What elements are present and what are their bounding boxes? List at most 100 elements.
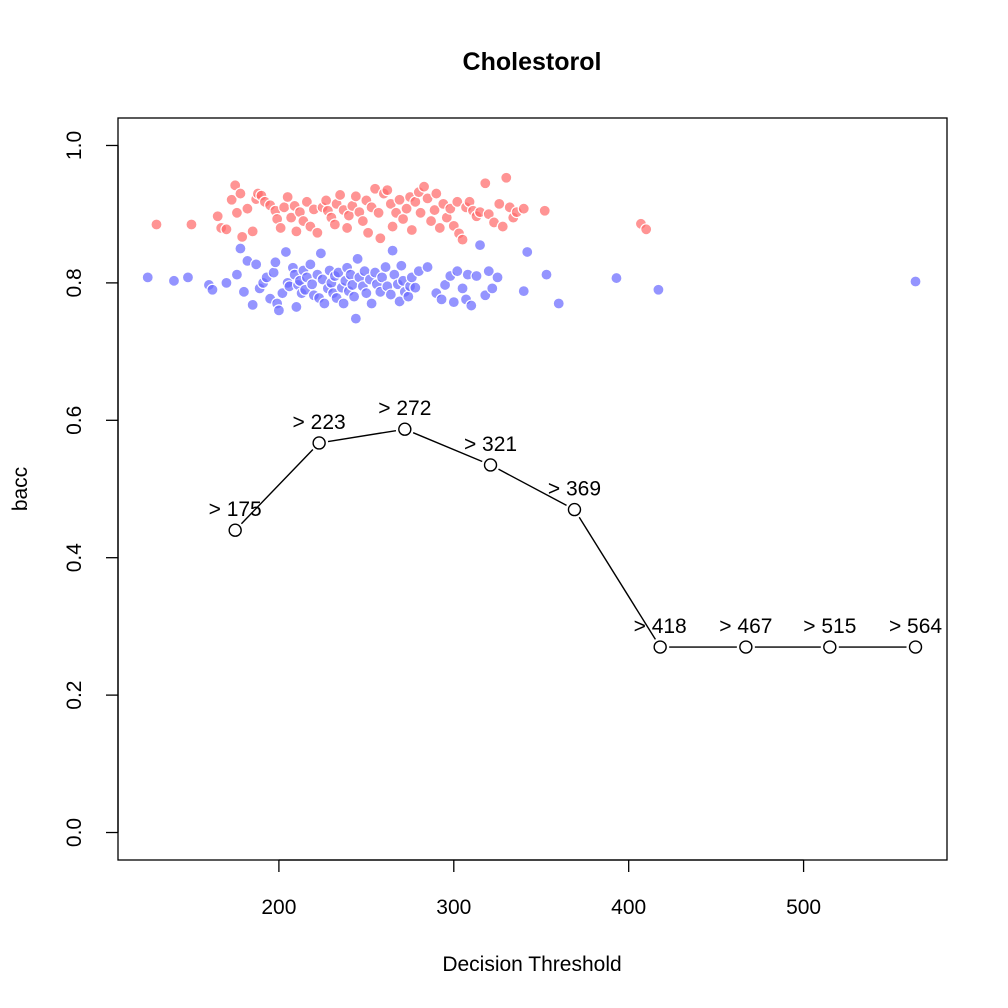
red-point: [361, 226, 375, 239]
threshold-line-series: [228, 422, 923, 654]
threshold-line-segment: [240, 448, 314, 525]
red-point: [433, 221, 446, 235]
red-point: [185, 218, 198, 231]
blue-point: [447, 296, 460, 309]
blue-point: [351, 252, 364, 265]
y-axis: 0.0 0.2 0.4 0.6 0.8 1.0: [63, 131, 119, 847]
blue-point: [540, 268, 553, 281]
threshold-line-segment: [578, 516, 657, 640]
y-tick-label: 0.0: [63, 818, 86, 847]
blue-point: [482, 265, 495, 278]
threshold-point: [228, 523, 242, 537]
blue-point: [141, 271, 154, 284]
red-point: [374, 232, 387, 245]
x-axis-label: Decision Threshold: [442, 953, 621, 976]
blue-point: [451, 265, 464, 278]
red-point: [428, 203, 441, 217]
red-point: [405, 223, 418, 237]
red-point: [225, 193, 238, 206]
red-point: [500, 171, 513, 184]
blue-point: [395, 259, 408, 272]
blue-point: [435, 293, 448, 306]
threshold-point-label: > 467: [719, 615, 772, 638]
blue-point: [384, 288, 397, 301]
x-tick-label: 400: [611, 896, 646, 919]
blue-point: [456, 282, 469, 295]
red-point: [386, 220, 399, 233]
blue-point: [181, 271, 195, 284]
red-point: [241, 202, 254, 215]
red-point: [246, 225, 259, 238]
x-axis: 200 300 400 500: [261, 859, 821, 919]
blue-point: [279, 245, 292, 259]
blue-point: [552, 297, 565, 310]
blue-point: [470, 269, 483, 283]
red-point: [328, 218, 341, 231]
threshold-point: [739, 640, 753, 654]
threshold-point: [398, 422, 412, 436]
blue-point: [521, 245, 534, 259]
red-point: [236, 230, 249, 243]
blue-point: [267, 266, 280, 279]
blue-point: [465, 299, 478, 312]
chart-title: Cholestorol: [463, 48, 602, 76]
threshold-line-segment: [327, 429, 397, 443]
red-point: [311, 226, 324, 239]
blue-point: [206, 283, 219, 296]
y-axis-label: bacc: [9, 467, 32, 511]
threshold-point-label: > 418: [634, 615, 687, 638]
red-point: [396, 212, 410, 226]
threshold-point: [823, 640, 837, 654]
threshold-point-label: > 564: [889, 615, 942, 638]
y-tick-label: 0.6: [63, 406, 86, 435]
red-point: [479, 177, 492, 190]
blue-point: [365, 297, 378, 310]
red-point: [538, 204, 551, 217]
red-point: [414, 206, 427, 219]
blue-point: [610, 271, 623, 285]
threshold-labels: > 175 > 223 > 272 > 321 > 369 > 418 > 467 > 515…: [209, 397, 943, 638]
blue-point: [386, 244, 399, 257]
blue-point: [237, 285, 251, 298]
red-point: [290, 225, 303, 238]
blue-point: [246, 298, 259, 311]
y-tick-label: 0.4: [63, 543, 86, 573]
red-point: [274, 221, 287, 235]
red-point: [341, 221, 354, 235]
red-points-series: [150, 171, 653, 246]
threshold-point: [483, 458, 498, 472]
y-tick-label: 0.8: [63, 268, 86, 297]
threshold-point-label: > 175: [209, 498, 262, 521]
blue-point: [409, 281, 422, 294]
red-point: [334, 188, 347, 202]
red-point: [517, 202, 530, 215]
red-point: [220, 223, 233, 236]
blue-point: [269, 256, 282, 269]
blue-point: [250, 258, 263, 271]
blue-point: [473, 239, 487, 252]
red-point: [372, 206, 385, 219]
threshold-line-segment: [498, 468, 567, 507]
blue-point: [438, 278, 452, 292]
threshold-point: [312, 436, 326, 450]
red-point: [211, 210, 224, 223]
y-tick-label: 1.0: [63, 131, 86, 160]
blue-point: [272, 304, 286, 317]
threshold-point: [567, 502, 582, 517]
threshold-point: [908, 640, 923, 654]
red-point: [381, 184, 394, 197]
red-point: [496, 220, 509, 233]
red-point: [430, 187, 443, 200]
red-point: [300, 195, 313, 208]
blue-point: [230, 268, 244, 281]
x-tick-label: 500: [786, 896, 821, 919]
threshold-point-label: > 515: [803, 615, 856, 638]
blue-point: [360, 287, 373, 300]
blue-point: [314, 247, 327, 260]
red-point: [417, 180, 431, 193]
red-point: [356, 214, 369, 228]
red-point: [320, 194, 333, 207]
threshold-point-label: > 272: [378, 397, 431, 420]
